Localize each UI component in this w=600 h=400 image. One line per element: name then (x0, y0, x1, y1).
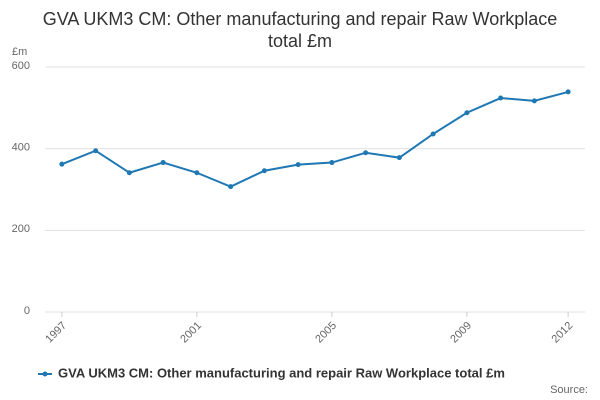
y-tick-label: 200 (12, 223, 30, 235)
data-point (396, 155, 402, 161)
data-point (126, 170, 132, 176)
data-point (430, 131, 436, 137)
data-point (329, 160, 335, 166)
y-axis-label: £m (12, 46, 27, 58)
y-tick-label: 600 (12, 60, 30, 72)
x-tick-label: 2005 (313, 320, 339, 346)
data-point (194, 170, 200, 176)
data-point (93, 148, 99, 154)
data-point (565, 89, 571, 95)
series-line (61, 90, 569, 188)
legend-label: GVA UKM3 CM: Other manufacturing and rep… (58, 365, 505, 380)
data-point (464, 110, 470, 116)
data-point (531, 98, 537, 104)
x-tick-label: 2012 (550, 320, 576, 346)
y-tick-label: 0 (24, 305, 30, 317)
x-tick-label: 2009 (448, 320, 474, 346)
data-point (295, 162, 301, 168)
x-tick-label: 1997 (43, 320, 69, 346)
data-point (363, 150, 369, 156)
data-point (261, 168, 267, 174)
chart-title: GVA UKM3 CM: Other manufacturing and rep… (42, 9, 558, 51)
legend-marker (42, 371, 48, 377)
source: Source: (550, 384, 588, 396)
data-point (59, 161, 65, 167)
y-tick-label: 400 (12, 142, 30, 154)
data-point (228, 184, 234, 190)
data-point (498, 95, 504, 101)
x-tick-label: 2001 (178, 320, 204, 346)
data-point (160, 160, 166, 166)
